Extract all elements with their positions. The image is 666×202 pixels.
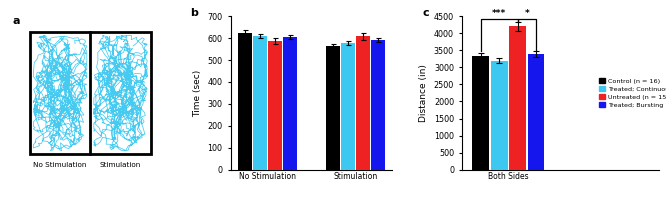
Bar	[326, 46, 340, 170]
Legend: Control (n = 16), Treated; Continuous (n = 16), Untreated (n = 15), Treated; Bur: Control (n = 16), Treated; Continuous (n…	[599, 78, 666, 108]
Text: c: c	[423, 8, 430, 19]
Bar	[528, 54, 544, 170]
Text: ***: ***	[492, 9, 506, 18]
Bar	[253, 36, 267, 170]
Bar	[356, 36, 370, 170]
Bar	[509, 26, 526, 170]
Text: No Stimulation: No Stimulation	[33, 162, 87, 168]
Bar	[371, 40, 385, 170]
Text: *: *	[525, 9, 529, 18]
Bar	[491, 61, 507, 170]
Text: a: a	[13, 16, 21, 26]
Bar	[472, 56, 489, 170]
Bar	[283, 37, 296, 170]
Bar	[238, 33, 252, 170]
Bar	[341, 43, 355, 170]
Y-axis label: Distance (in): Distance (in)	[419, 64, 428, 122]
Bar	[30, 32, 151, 154]
Bar	[268, 41, 282, 170]
Text: b: b	[190, 8, 198, 19]
Text: Stimulation: Stimulation	[100, 162, 141, 168]
Y-axis label: Time (sec): Time (sec)	[192, 69, 202, 117]
